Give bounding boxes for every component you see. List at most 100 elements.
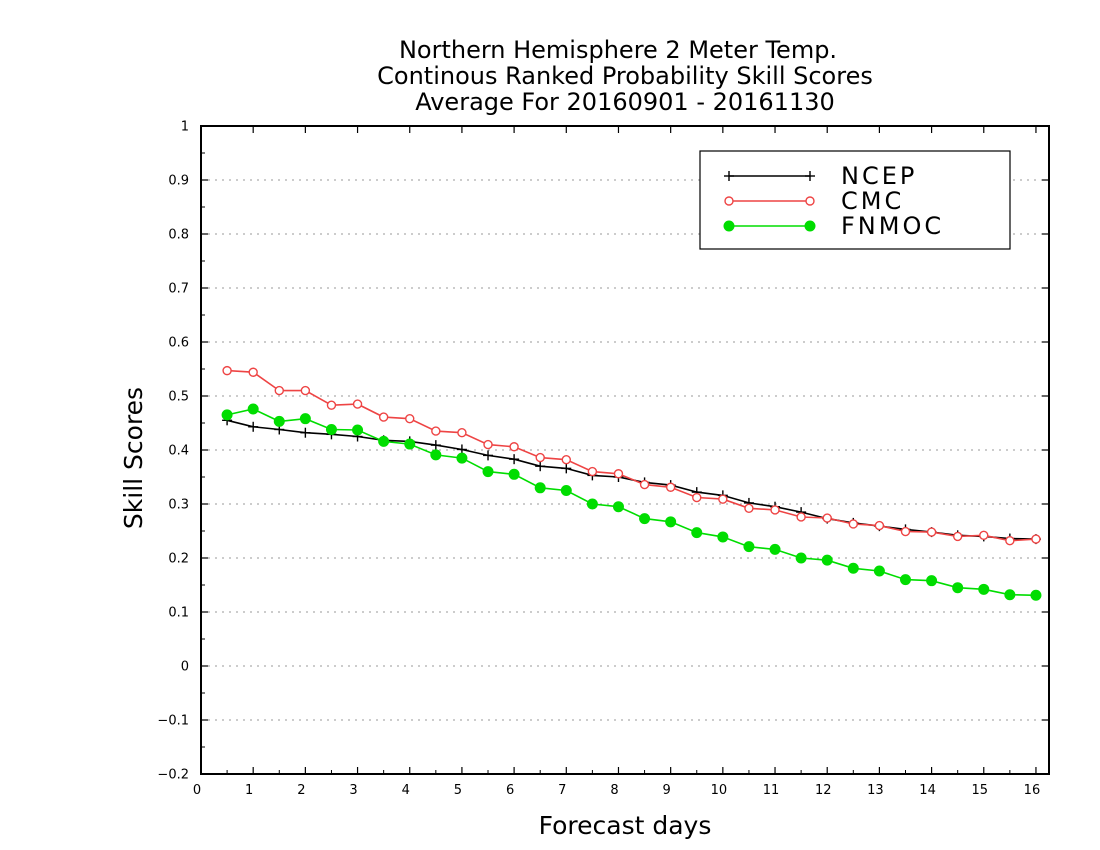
data-point-cmc: [300, 385, 311, 396]
x-tick-label: 12: [815, 783, 832, 798]
x-tick-label: 8: [610, 783, 618, 798]
x-tick-label: 15: [971, 783, 988, 798]
y-tick-label: 0.2: [168, 552, 189, 567]
legend-label-fnmoc: FNMOC: [841, 212, 944, 240]
chart-title-line-3: Average For 20160901 - 20161130: [415, 88, 835, 116]
series-cmc: [222, 365, 1041, 546]
legend-marker-ncep: [805, 171, 815, 181]
x-tick-label: 16: [1024, 783, 1041, 798]
chart-title-line-1: Northern Hemisphere 2 Meter Temp.: [399, 36, 837, 64]
data-point-cmc: [874, 520, 885, 531]
data-point-fnmoc: [325, 423, 337, 435]
data-point-cmc: [405, 413, 415, 424]
data-point-cmc: [744, 503, 754, 514]
data-point-cmc: [848, 519, 859, 529]
data-point-fnmoc: [534, 482, 546, 494]
y-tick-label: 0.9: [168, 174, 189, 189]
data-point-fnmoc: [691, 527, 703, 539]
data-point-cmc: [613, 469, 624, 479]
data-point-cmc: [274, 385, 284, 396]
data-point-ncep: [561, 463, 572, 474]
data-point-cmc: [926, 527, 937, 537]
data-point-cmc: [952, 531, 963, 542]
data-point-cmc: [431, 426, 441, 436]
data-point-fnmoc: [665, 516, 677, 528]
data-point-fnmoc: [612, 501, 624, 513]
data-point-fnmoc: [1030, 589, 1042, 601]
data-point-cmc: [378, 412, 389, 422]
data-point-fnmoc: [952, 582, 964, 594]
legend-label-cmc: CMC: [841, 187, 904, 215]
legend-item-fnmoc: FNMOC: [723, 212, 944, 240]
y-tick-label: −0.1: [157, 714, 189, 729]
grid: [201, 179, 1049, 721]
series-layer: [221, 365, 1042, 601]
data-point-fnmoc: [769, 543, 781, 555]
data-point-fnmoc: [404, 438, 416, 450]
data-point-cmc: [222, 365, 232, 376]
data-point-fnmoc: [456, 452, 468, 464]
data-point-fnmoc: [508, 468, 520, 480]
series-line-fnmoc: [226, 408, 1037, 597]
data-point-cmc: [483, 439, 493, 450]
y-tick-label: 0.4: [168, 444, 189, 459]
y-tick-label: −0.2: [157, 768, 189, 783]
data-point-cmc: [535, 452, 545, 463]
data-point-cmc: [718, 494, 728, 504]
data-point-cmc: [900, 526, 911, 537]
data-point-fnmoc: [873, 565, 885, 577]
data-point-ncep: [509, 454, 520, 465]
y-tick-label: 0: [181, 660, 189, 675]
y-tick-label: 0.8: [168, 228, 189, 243]
data-point-cmc: [587, 466, 598, 477]
data-point-cmc: [665, 482, 676, 492]
data-point-fnmoc: [978, 583, 990, 595]
y-tick-label: 0.6: [168, 336, 189, 351]
data-point-cmc: [457, 428, 467, 438]
legend-item-ncep: NCEP: [724, 162, 917, 190]
data-point-cmc: [692, 492, 702, 503]
data-point-fnmoc: [743, 541, 755, 553]
y-tick-label: 1: [181, 120, 189, 135]
x-tick-label: 2: [297, 783, 305, 798]
legend-label-ncep: NCEP: [841, 162, 917, 190]
data-point-fnmoc: [586, 498, 598, 510]
legend-marker-fnmoc: [723, 220, 735, 232]
data-point-fnmoc: [821, 554, 833, 566]
data-point-fnmoc: [899, 574, 911, 586]
legend-marker-cmc: [724, 196, 734, 206]
x-axis-title: Forecast days: [539, 811, 712, 840]
data-point-cmc: [770, 505, 780, 515]
data-point-fnmoc: [221, 409, 233, 421]
data-point-ncep: [535, 461, 546, 472]
y-axis-title: Skill Scores: [119, 387, 148, 529]
data-point-ncep: [248, 421, 259, 432]
x-tick-label: 4: [402, 783, 410, 798]
data-point-cmc: [979, 530, 989, 541]
data-point-fnmoc: [299, 413, 311, 425]
y-tick-label: 0.7: [168, 282, 189, 297]
data-point-fnmoc: [847, 562, 859, 574]
data-point-cmc: [1031, 534, 1041, 544]
data-point-fnmoc: [273, 415, 285, 427]
data-point-fnmoc: [247, 403, 259, 415]
data-point-cmc: [561, 455, 571, 465]
data-point-fnmoc: [482, 466, 494, 478]
data-point-fnmoc: [378, 435, 390, 447]
x-tick-label: 9: [663, 783, 671, 798]
data-point-ncep: [430, 440, 441, 451]
series-fnmoc: [221, 403, 1042, 601]
data-point-cmc: [1005, 536, 1015, 546]
x-tick-label: 3: [349, 783, 357, 798]
data-point-cmc: [509, 442, 519, 452]
data-point-cmc: [352, 399, 363, 409]
data-point-fnmoc: [717, 531, 729, 543]
data-point-fnmoc: [1004, 589, 1016, 601]
legend-item-cmc: CMC: [724, 187, 904, 215]
y-tick-label: 0.1: [168, 606, 189, 621]
data-point-fnmoc: [795, 552, 807, 564]
data-point-ncep: [483, 450, 494, 461]
y-tick-label: 0.5: [168, 390, 189, 405]
x-tick-label: 1: [245, 783, 253, 798]
